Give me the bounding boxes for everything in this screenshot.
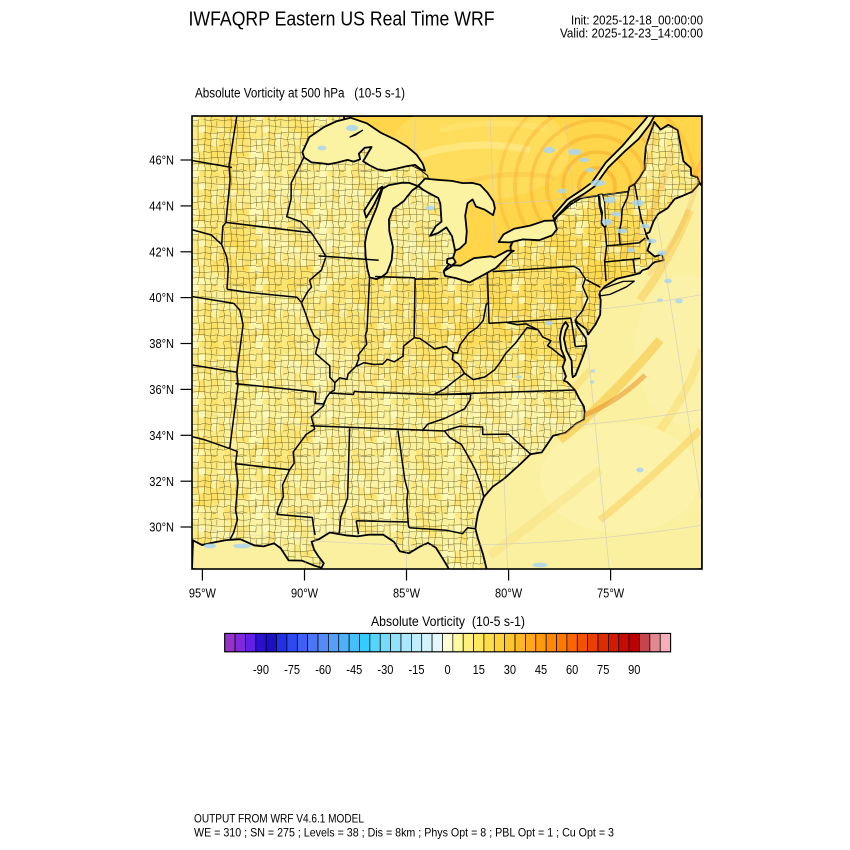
svg-text:Init: 2025-12-18_00:00:00: Init: 2025-12-18_00:00:00 [571, 13, 703, 28]
svg-text:95°W: 95°W [189, 586, 217, 601]
svg-text:46°N: 46°N [149, 153, 174, 168]
svg-text:IWFAQRP Eastern US Real Time W: IWFAQRP Eastern US Real Time WRF [189, 7, 495, 30]
svg-text:-60: -60 [315, 662, 331, 677]
svg-text:-30: -30 [377, 662, 393, 677]
svg-text:75: 75 [597, 662, 609, 677]
svg-text:36°N: 36°N [149, 382, 174, 397]
svg-text:Valid: 2025-12-23_14:00:00: Valid: 2025-12-23_14:00:00 [560, 26, 703, 41]
svg-text:-75: -75 [284, 662, 300, 677]
svg-text:60: 60 [566, 662, 578, 677]
svg-text:90°W: 90°W [291, 586, 319, 601]
svg-text:OUTPUT FROM WRF V4.6.1 MODEL: OUTPUT FROM WRF V4.6.1 MODEL [194, 811, 364, 825]
svg-text:Absolute Vorticity at 500 hPa: Absolute Vorticity at 500 hPa (10-5 s-1) [195, 86, 405, 101]
svg-text:85°W: 85°W [393, 586, 421, 601]
svg-text:30: 30 [504, 662, 516, 677]
svg-text:WE = 310 ; SN = 275 ; Levels =: WE = 310 ; SN = 275 ; Levels = 38 ; Dis … [194, 825, 614, 839]
svg-text:80°W: 80°W [495, 586, 523, 601]
svg-text:38°N: 38°N [149, 336, 174, 351]
svg-text:32°N: 32°N [149, 474, 174, 489]
svg-text:-15: -15 [409, 662, 425, 677]
svg-text:30°N: 30°N [149, 520, 174, 535]
svg-text:-45: -45 [346, 662, 362, 677]
svg-text:44°N: 44°N [149, 199, 174, 214]
svg-text:42°N: 42°N [149, 244, 174, 259]
svg-text:34°N: 34°N [149, 428, 174, 443]
svg-text:0: 0 [445, 662, 451, 677]
svg-text:45: 45 [535, 662, 547, 677]
svg-text:15: 15 [473, 662, 485, 677]
svg-text:40°N: 40°N [149, 290, 174, 305]
svg-text:90: 90 [628, 662, 640, 677]
svg-text:-90: -90 [253, 662, 269, 677]
svg-text:75°W: 75°W [597, 586, 625, 601]
svg-text:Absolute Vorticity (10-5 s-1): Absolute Vorticity (10-5 s-1) [371, 614, 525, 630]
